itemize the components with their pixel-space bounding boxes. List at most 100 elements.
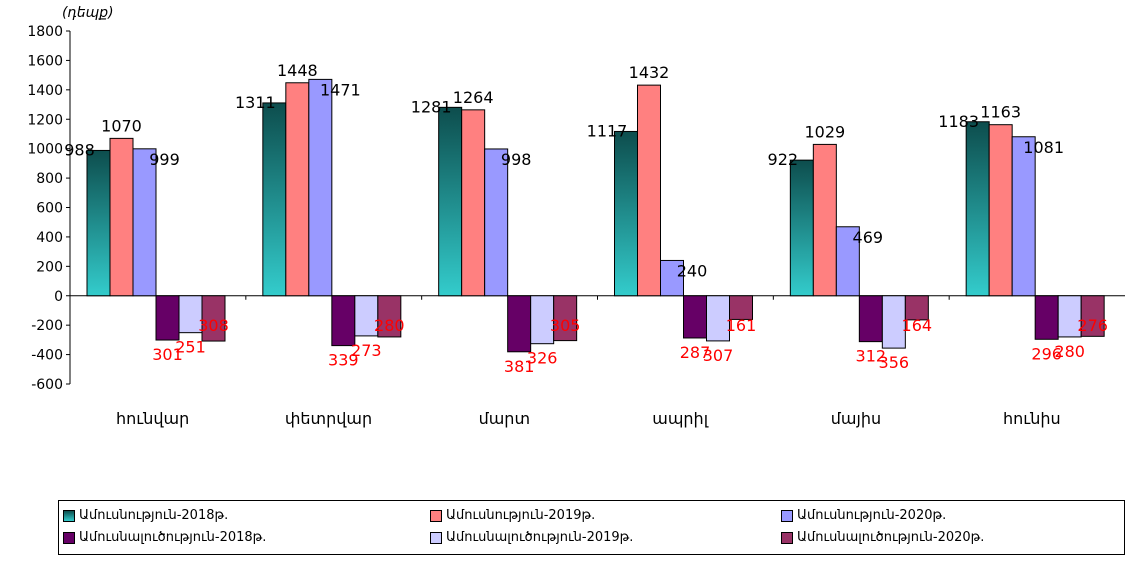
bar: [881, 295, 906, 349]
bar: [109, 137, 134, 297]
data-label: 307: [703, 346, 734, 365]
legend-label: Ամուսնություն-2018թ.: [79, 508, 229, 523]
bars: [86, 78, 1105, 353]
bar: [201, 295, 226, 342]
bar: [438, 106, 463, 297]
bar: [1034, 295, 1059, 340]
y-tick-label: 0: [54, 289, 63, 305]
y-tick-label: 400: [36, 230, 63, 246]
data-label: 161: [726, 316, 757, 335]
bar: [86, 149, 111, 297]
unit-label: (դեպք): [62, 5, 114, 21]
bar: [637, 84, 661, 297]
data-label: 1070: [101, 116, 142, 135]
data-label: 998: [501, 150, 532, 169]
y-tick-label: 600: [36, 201, 63, 217]
bar: [835, 226, 860, 297]
legend-swatch: [63, 509, 75, 522]
y-tick-label: 1200: [27, 112, 63, 128]
legend-item: Ամուսնություն-2018թ.: [63, 508, 228, 523]
legend: Ամուսնություն-2018թ. Ամուսնություն-2019թ.…: [58, 500, 1125, 555]
legend-swatch: [781, 509, 793, 522]
data-label: 308: [198, 316, 229, 335]
bar: [331, 295, 356, 347]
legend-label: Ամուսնություն-2020թ.: [797, 508, 947, 523]
bar: [988, 124, 1013, 297]
bar: [858, 295, 883, 343]
legend-item: Ամուսնալուծություն-2018թ.: [63, 530, 266, 545]
bar: [377, 295, 402, 338]
data-label: 287: [680, 343, 711, 362]
legend-label: Ամուսնություն-2019թ.: [446, 508, 596, 523]
y-tick-label: 800: [36, 171, 63, 187]
legend-swatch: [63, 531, 75, 544]
data-label: 1432: [629, 63, 670, 82]
data-label: 312: [856, 347, 887, 366]
y-tick-label: 1000: [27, 142, 63, 158]
data-label: 305: [550, 316, 581, 335]
bar: [461, 109, 486, 297]
data-label: 280: [1054, 342, 1085, 361]
y-tick-label: -600: [31, 377, 63, 393]
category-label: հունիս: [1003, 409, 1061, 428]
data-label: 1281: [411, 97, 452, 116]
data-label: 999: [149, 150, 180, 169]
data-label: 296: [1031, 344, 1062, 363]
bar: [812, 143, 837, 297]
category-label: փետրվար: [285, 409, 372, 428]
data-label: 273: [351, 341, 382, 360]
y-tick-label: 1400: [27, 83, 63, 99]
category-label: մարտ: [479, 409, 530, 428]
legend-label: Ամուսնալուծություն-2020թ.: [797, 530, 985, 545]
bar: [1080, 295, 1105, 337]
data-label: 164: [902, 316, 933, 335]
legend-label: Ամուսնալուծություն-2018թ.: [79, 530, 267, 545]
data-label: 1117: [587, 121, 628, 140]
legend-item: Ամուսնություն-2020թ.: [781, 508, 946, 523]
data-label: 988: [64, 140, 95, 159]
bar: [614, 130, 638, 297]
data-label: 1029: [804, 122, 845, 141]
data-label: 326: [527, 349, 558, 368]
bar: [553, 295, 578, 342]
y-tick-label: -400: [31, 348, 63, 364]
category-label: հունվար: [116, 409, 189, 428]
category-label: ապրիլ: [652, 409, 708, 428]
bar: [660, 259, 684, 297]
data-label: 1183: [938, 112, 979, 131]
data-label: 280: [374, 316, 405, 335]
data-label: 276: [1077, 316, 1108, 335]
y-tick-label: 1600: [27, 53, 63, 69]
bar: [285, 82, 310, 297]
legend-item: Ամուսնալուծություն-2019թ.: [430, 530, 633, 545]
data-label: 1081: [1023, 138, 1064, 157]
data-label: 1163: [980, 103, 1021, 122]
legend-label: Ամուսնալուծություն-2019թ.: [446, 530, 634, 545]
data-label: 356: [879, 353, 910, 372]
legend-swatch: [430, 531, 442, 544]
data-label: 240: [677, 261, 708, 280]
category-labels: հունվար փետրվար մարտ ապրիլ մայիս հունիս: [116, 409, 1061, 428]
bar: [729, 295, 753, 320]
data-label: 301: [152, 345, 183, 364]
data-label: 251: [175, 338, 206, 357]
data-label: 922: [768, 150, 799, 169]
bar: [904, 295, 929, 321]
data-label: 339: [328, 351, 359, 370]
bar: [155, 295, 180, 341]
data-label: 1311: [235, 93, 276, 112]
bar: [965, 121, 990, 297]
bar: [789, 159, 814, 297]
bar: [308, 78, 333, 297]
category-label: մայիս: [831, 409, 881, 428]
y-tick-label: 200: [36, 259, 63, 275]
data-label: 469: [853, 228, 884, 247]
bar: [507, 295, 532, 353]
legend-swatch: [781, 531, 793, 544]
data-label: 1264: [453, 88, 494, 107]
data-label: 1471: [320, 80, 361, 99]
bar: [262, 102, 287, 297]
legend-item: Ամուսնություն-2019թ.: [430, 508, 595, 523]
